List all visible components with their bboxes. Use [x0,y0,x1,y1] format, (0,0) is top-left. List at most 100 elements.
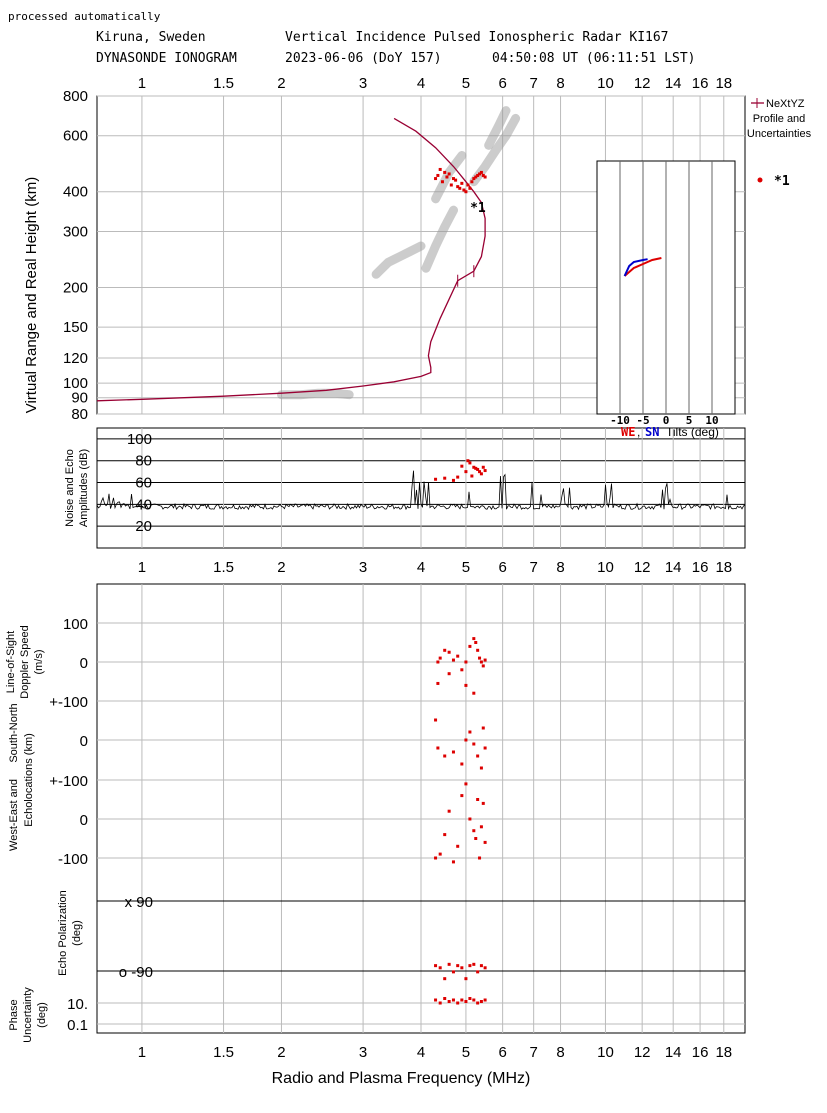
noise-trace [96,470,746,511]
west-east-echo-point [456,844,460,848]
phase-echo-point [476,1001,480,1005]
south-north-label: Echolocations (km) [23,733,35,827]
doppler-echo-point [468,644,472,648]
west-east-echo-point [451,860,455,864]
lower-xtick-label: 3 [359,1044,367,1061]
red-echo-point [440,180,444,184]
phase-echo-point [447,1000,451,1003]
ionogram-ytick-label: 150 [63,319,88,336]
phase-echo-point [464,1000,468,1003]
west-east-echo-point [483,840,487,844]
echo-amplitude-point [472,465,476,469]
tilts-xtick-label: -10 [610,414,630,427]
west-east-echo-point [476,798,480,801]
middle-xtick-label: 12 [634,559,651,576]
gray-echo-trace [431,151,467,204]
middle-xtick-label: 18 [715,559,732,576]
echo-annotation: *1 [470,201,486,216]
noise-ylabel: Noise and Echo [64,449,76,527]
red-echo-point [456,185,460,189]
red-echo-point [476,173,480,177]
lower-xtick-label: 5 [462,1044,470,1061]
doppler-echo-point [436,681,440,685]
polarization-echo-point [479,964,483,968]
echo-amplitude-point [483,469,487,473]
south-north-echo-point [481,726,485,730]
lower-xtick-label: 6 [498,1044,506,1061]
polarization-label: Echo Polarization [57,890,69,976]
polarization-echo-point [443,977,447,981]
phase-echo-point [456,1001,460,1005]
phase-echo-point [443,997,447,1000]
west-east-echo-point [481,801,485,805]
south-north-echo-point [468,730,472,734]
lower-ytick-label: 0 [80,655,88,672]
tilts-xtick-label: -5 [636,414,649,427]
ionogram-xtick-label: 18 [715,75,732,92]
doppler-echo-point [481,664,485,668]
ionogram-ytick-label: 100 [63,375,88,392]
lower-xtick-label: 1.5 [213,1044,234,1061]
west-east-label: West-East and [8,779,20,851]
doppler-echo-point [479,660,483,664]
west-east-echo-point [474,837,478,840]
doppler-echo-point [460,668,464,672]
ionogram-xtick-label: 8 [556,75,564,92]
doppler-echo-point [438,656,442,660]
polarization-echo-point [476,970,480,974]
tilts-xtick-label: 0 [663,414,670,427]
doppler-echo-point [472,691,476,695]
doppler-echo-point [447,672,451,676]
red-echo-point [478,172,482,176]
profile-curve [96,117,486,402]
middle-xtick-label: 1.5 [213,559,234,576]
phase-echo-point [483,998,487,1002]
lower-ytick-label: o -90 [119,964,153,981]
echo-amplitude-point [468,461,472,465]
ionogram-ytick-label: 80 [71,406,88,423]
doppler-echo-point [436,660,440,664]
gray-echo-trace [484,106,511,150]
gray-echo-trace [371,241,426,279]
doppler-echo-point [456,654,460,658]
polarization-echo-point [483,966,487,970]
west-east-echo-point [468,817,472,821]
marks-layer [96,98,764,1005]
noise-ytick-label: 100 [127,431,152,448]
ionogram-ytick-label: 200 [63,279,88,296]
echo-amplitude-point [466,459,470,463]
ionogram-ytick-label: 300 [63,223,88,240]
noise-ytick-label: 40 [135,496,152,513]
middle-xtick-label: 14 [665,559,682,576]
west-east-echo-point [460,794,464,798]
echo-amplitude-point [443,476,447,480]
lower-ytick-label: +-100 [49,694,88,711]
middle-xtick-label: 16 [692,559,709,576]
lower-xtick-label: 14 [665,1044,682,1061]
noise-ytick-label: 80 [135,453,152,470]
red-echo-point [470,180,474,184]
gray-echo-trace [421,205,458,273]
ionogram-xtick-label: 6 [498,75,506,92]
tilts-xtick-label: 5 [686,414,693,427]
lower-ytick-label: x 90 [125,894,153,911]
ionogram-xtick-label: 10 [597,75,614,92]
doppler-echo-point [447,650,451,654]
polarization-echo-point [472,962,476,966]
lower-ytick-label: 10. [67,996,88,1013]
red-echo-point [438,167,442,171]
ionogram-xtick-label: 1 [138,75,146,92]
polarization-echo-point [434,964,438,968]
doppler-echo-point [464,683,468,687]
polarization-echo-point [460,966,464,970]
ionogram-xtick-label: 3 [359,75,367,92]
noise-ytick-label: 20 [135,518,152,535]
middle-xtick-label: 5 [462,559,470,576]
ionogram-xtick-label: 2 [277,75,285,92]
middle-xtick-label: 2 [277,559,285,576]
legend-profile-label: Uncertainties [747,128,812,140]
lower-ytick-label: 0 [80,733,88,750]
lower-xtick-label: 7 [529,1044,537,1061]
red-echo-point [464,190,468,194]
